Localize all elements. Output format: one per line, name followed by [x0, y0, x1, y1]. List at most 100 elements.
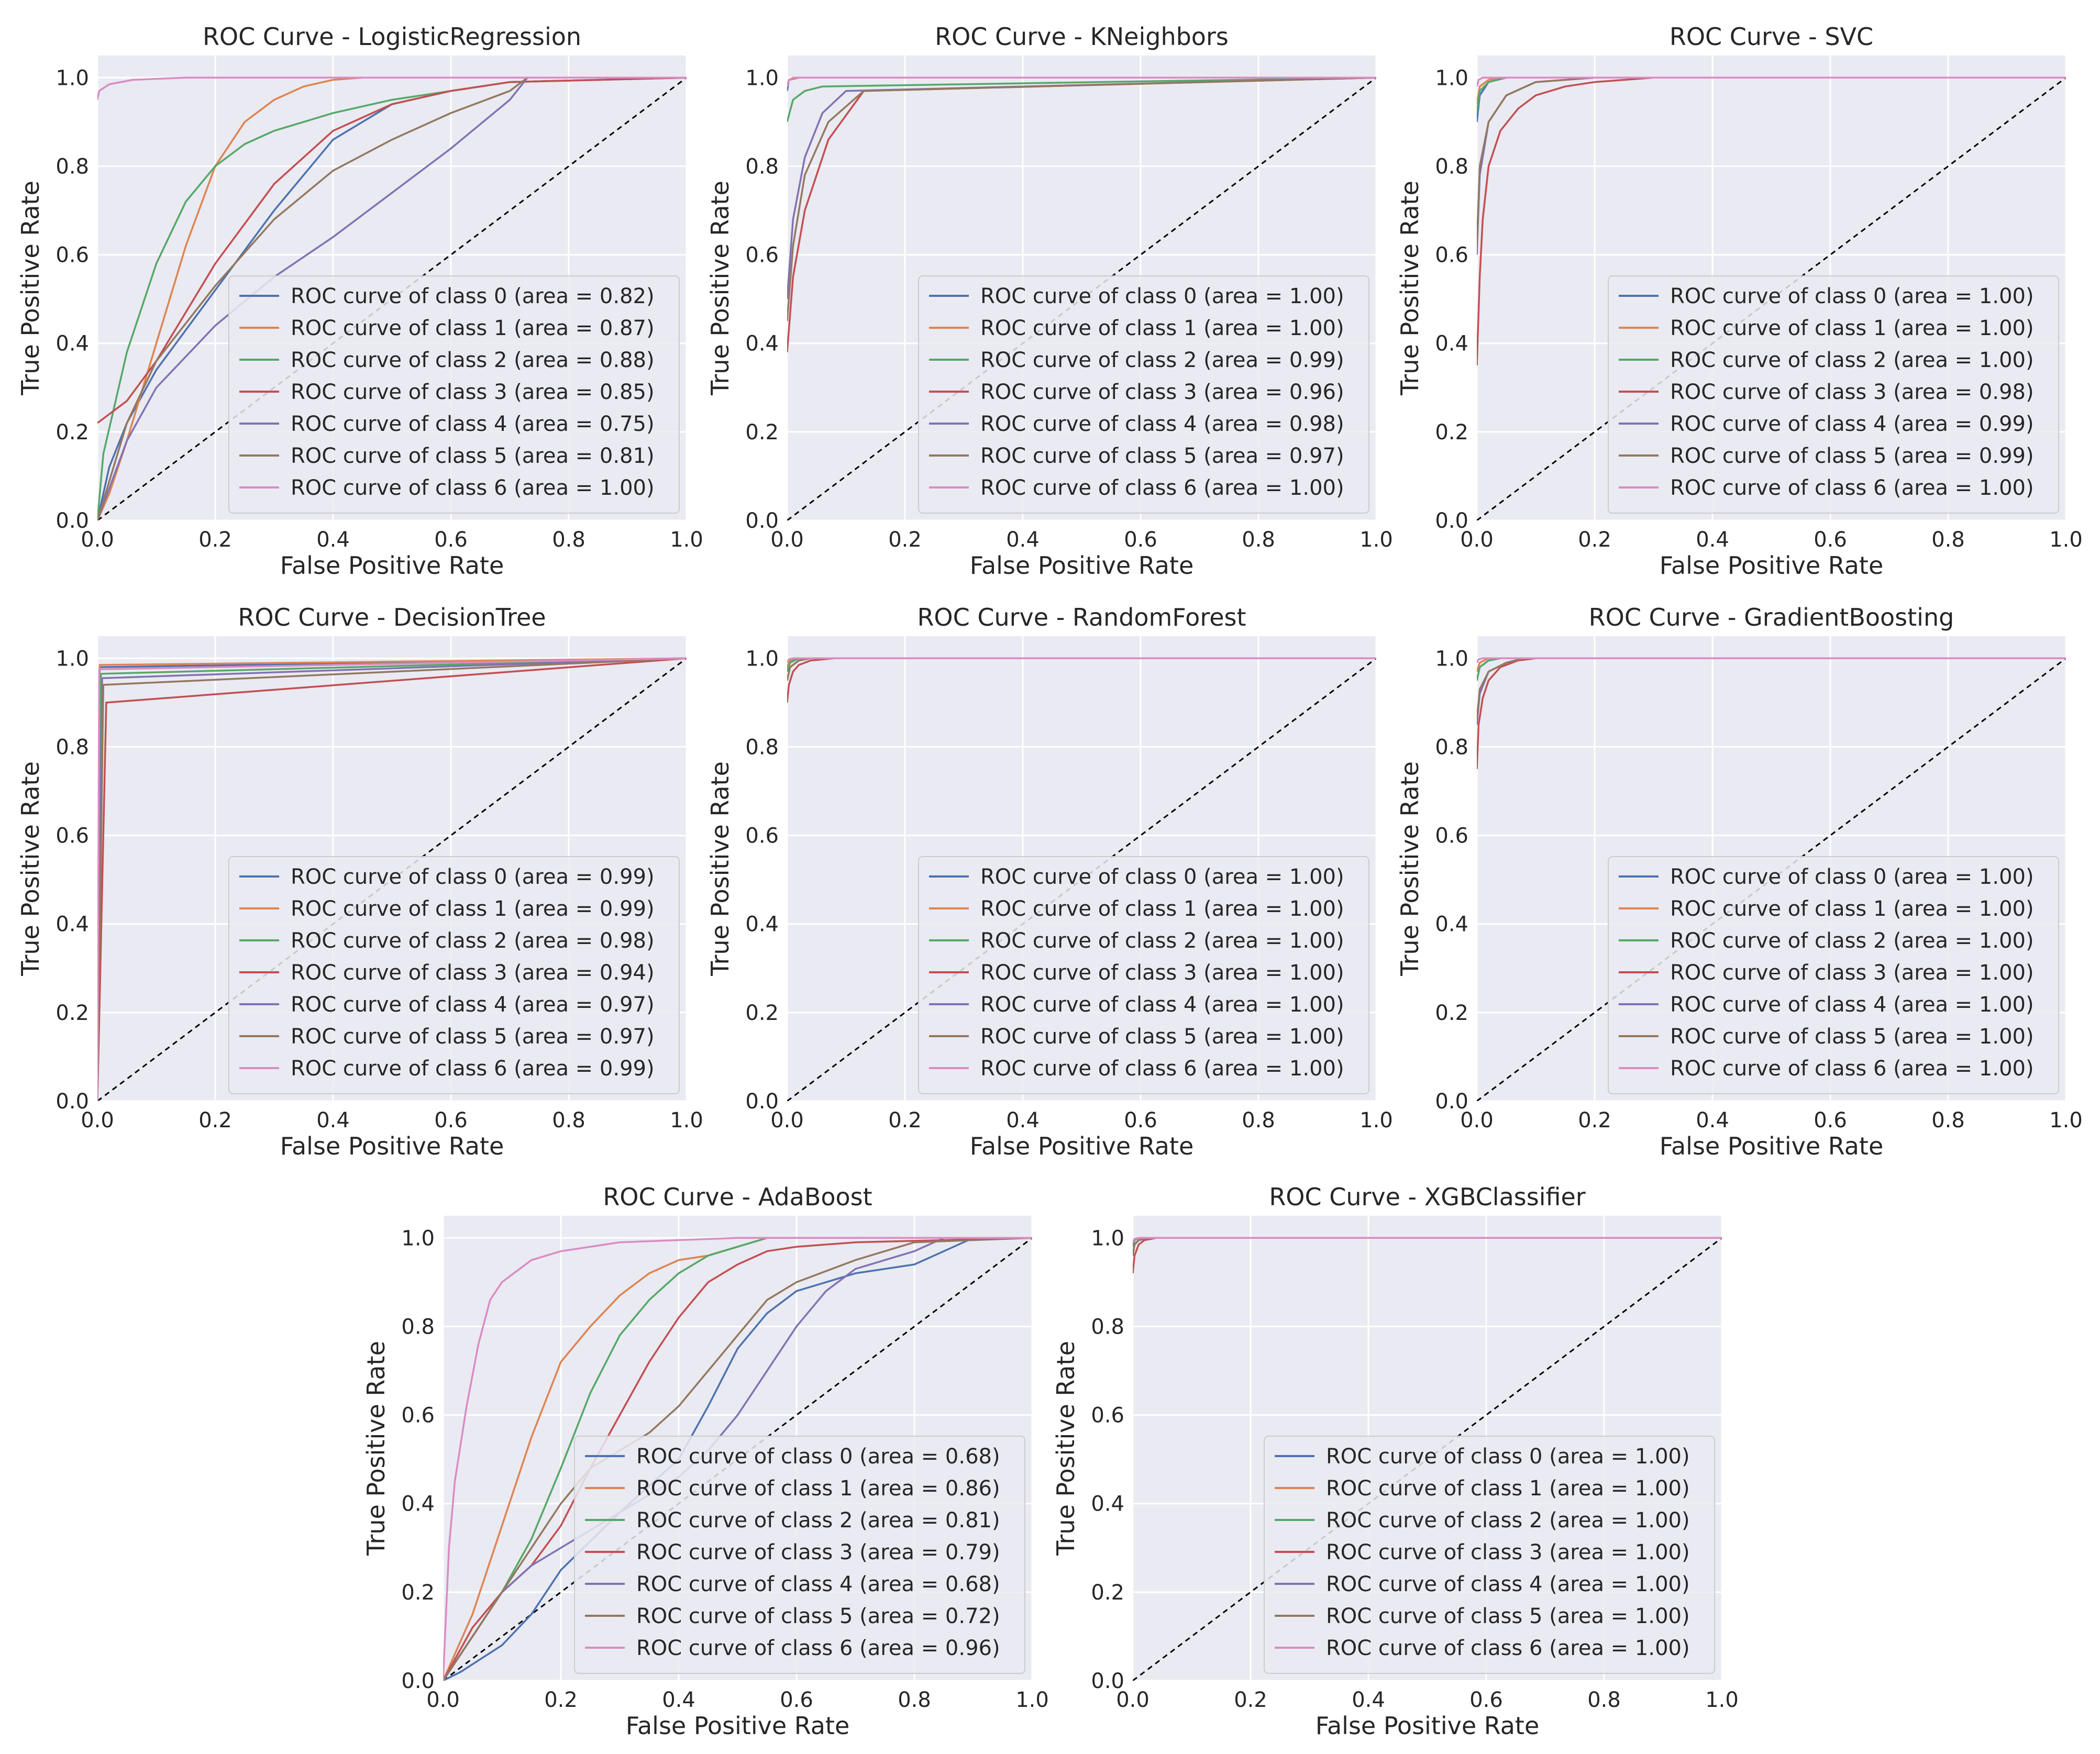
- y-tick-label: 0.8: [745, 154, 779, 179]
- x-tick-label: 0.8: [1931, 1108, 1965, 1133]
- legend-entry: ROC curve of class 5 (area = 1.00): [1326, 1604, 1690, 1628]
- legend-entry: ROC curve of class 1 (area = 0.86): [636, 1477, 1000, 1501]
- x-tick-label: 0.4: [316, 528, 350, 552]
- x-tick-label: 1.0: [1360, 1108, 1393, 1133]
- x-tick-label: 1.0: [670, 528, 703, 552]
- chart-5: 0.0 0.2 0.4 0.6 0.8 1.0 0.0 0.2 0.4 0.6 0.8 1.0 ROC …: [1396, 603, 2083, 1160]
- x-tick-label: 0.0: [1460, 528, 1494, 552]
- legend-entry: ROC curve of class 6 (area = 0.96): [636, 1636, 1000, 1660]
- x-tick-label: 0.4: [1006, 528, 1040, 552]
- y-tick-label: 0.2: [56, 420, 89, 445]
- x-tick-label: 0.2: [1578, 1108, 1611, 1133]
- x-tick-label: 0.8: [1931, 528, 1965, 552]
- chart-4: 0.0 0.2 0.4 0.6 0.8 1.0 0.0 0.2 0.4 0.6 0.8 1.0 ROC …: [706, 603, 1393, 1160]
- legend-entry: ROC curve of class 4 (area = 1.00): [980, 993, 1344, 1017]
- x-tick-label: 0.4: [1352, 1688, 1385, 1712]
- legend-entry: ROC curve of class 2 (area = 0.81): [636, 1508, 1000, 1533]
- legend-entry: ROC curve of class 1 (area = 1.00): [980, 897, 1344, 921]
- x-tick-label: 0.4: [662, 1688, 695, 1712]
- x-tick-label: 0.0: [81, 1108, 114, 1133]
- y-tick-label: 0.6: [401, 1404, 435, 1428]
- legend-entry: ROC curve of class 4 (area = 0.97): [291, 993, 655, 1017]
- x-tick-label: 1.0: [1705, 1688, 1739, 1712]
- legend-entry: ROC curve of class 2 (area = 0.88): [291, 348, 655, 372]
- legend-entry: ROC curve of class 6 (area = 1.00): [1670, 476, 2034, 500]
- y-tick-label: 0.8: [1435, 154, 1468, 179]
- y-tick-label: 0.2: [745, 1001, 779, 1025]
- x-tick-label: 1.0: [1360, 528, 1393, 552]
- legend-entry: ROC curve of class 6 (area = 1.00): [1670, 1057, 2034, 1081]
- roc-series-line: [97, 657, 687, 1101]
- x-tick-label: 0.6: [1469, 1688, 1503, 1712]
- x-tick-label: 1.0: [670, 1108, 703, 1133]
- y-tick-label: 0.4: [401, 1492, 435, 1516]
- legend-entry: ROC curve of class 3 (area = 0.98): [1670, 380, 2034, 404]
- legend-entry: ROC curve of class 2 (area = 1.00): [1670, 929, 2034, 953]
- roc-series-line: [1133, 1237, 1722, 1243]
- x-tick-label: 0.4: [1696, 1108, 1729, 1133]
- chart-2: 0.0 0.2 0.4 0.6 0.8 1.0 0.0 0.2 0.4 0.6 0.8 1.0 ROC …: [1396, 23, 2083, 580]
- legend-entry: ROC curve of class 0 (area = 0.82): [291, 284, 655, 308]
- x-axis-label: False Positive Rate: [280, 1132, 504, 1160]
- roc-series-line: [1477, 657, 2066, 663]
- x-axis-label: False Positive Rate: [280, 551, 504, 580]
- legend-entry: ROC curve of class 1 (area = 1.00): [1326, 1477, 1690, 1501]
- x-tick-label: 0.8: [552, 1108, 585, 1133]
- x-tick-label: 1.0: [2049, 1108, 2083, 1133]
- legend-entry: ROC curve of class 3 (area = 1.00): [980, 961, 1344, 985]
- chart-3: 0.0 0.2 0.4 0.6 0.8 1.0 0.0 0.2 0.4 0.6 0.8 1.0 ROC …: [16, 603, 703, 1160]
- y-tick-label: 1.0: [1435, 66, 1468, 90]
- y-tick-label: 0.8: [56, 735, 89, 759]
- y-tick-label: 1.0: [401, 1226, 435, 1250]
- x-tick-label: 0.8: [1242, 1108, 1275, 1133]
- legend-entry: ROC curve of class 4 (area = 1.00): [1326, 1572, 1690, 1596]
- y-axis-label: True Positive Rate: [16, 761, 45, 976]
- legend-entry: ROC curve of class 0 (area = 1.00): [980, 284, 1344, 308]
- roc-series-line: [443, 1237, 1032, 1681]
- x-axis-label: False Positive Rate: [1660, 1132, 1884, 1160]
- legend-box: [1608, 856, 2059, 1094]
- chart-6: 0.0 0.2 0.4 0.6 0.8 1.0 0.0 0.2 0.4 0.6 0.8 1.0 ROC …: [362, 1183, 1049, 1740]
- legend-box: [574, 1436, 1025, 1674]
- x-tick-label: 1.0: [2049, 528, 2083, 552]
- roc-series-line: [443, 1237, 1032, 1681]
- chart-title: ROC Curve - LogisticRegression: [203, 23, 581, 51]
- y-tick-label: 0.2: [1435, 1001, 1468, 1025]
- legend-entry: ROC curve of class 4 (area = 0.68): [636, 1572, 1000, 1596]
- x-tick-label: 0.2: [1578, 528, 1611, 552]
- roc-series-line: [97, 76, 687, 520]
- legend-entry: ROC curve of class 4 (area = 1.00): [1670, 993, 2034, 1017]
- y-axis-label: True Positive Rate: [16, 181, 45, 396]
- x-tick-label: 0.2: [1234, 1688, 1267, 1712]
- y-tick-label: 0.6: [745, 824, 779, 848]
- legend-entry: ROC curve of class 5 (area = 1.00): [980, 1025, 1344, 1049]
- y-tick-label: 1.0: [745, 647, 779, 671]
- legend-entry: ROC curve of class 3 (area = 1.00): [1670, 961, 2034, 985]
- x-tick-label: 0.4: [1696, 528, 1729, 552]
- legend-box: [918, 856, 1369, 1094]
- legend-entry: ROC curve of class 0 (area = 1.00): [1326, 1445, 1690, 1469]
- x-tick-label: 0.2: [544, 1688, 578, 1712]
- legend-entry: ROC curve of class 1 (area = 1.00): [980, 316, 1344, 340]
- x-tick-label: 0.6: [780, 1688, 813, 1712]
- roc-series-line: [787, 76, 1376, 87]
- x-tick-label: 0.6: [1814, 1108, 1847, 1133]
- x-tick-label: 0.0: [770, 1108, 804, 1133]
- y-tick-label: 1.0: [1435, 647, 1468, 671]
- y-tick-label: 0.0: [1435, 1090, 1468, 1114]
- y-tick-label: 0.2: [1435, 420, 1468, 445]
- legend-entry: ROC curve of class 2 (area = 0.98): [291, 929, 655, 953]
- x-tick-label: 0.0: [81, 528, 114, 552]
- x-tick-label: 0.8: [898, 1688, 931, 1712]
- legend-entry: ROC curve of class 5 (area = 0.97): [980, 444, 1344, 468]
- y-tick-label: 0.2: [401, 1581, 435, 1605]
- x-tick-label: 0.8: [1242, 528, 1275, 552]
- legend-entry: ROC curve of class 6 (area = 1.00): [980, 476, 1344, 500]
- x-tick-label: 0.6: [1124, 1108, 1157, 1133]
- y-tick-label: 0.6: [1091, 1404, 1124, 1428]
- x-axis-label: False Positive Rate: [970, 551, 1194, 580]
- x-tick-label: 0.0: [770, 528, 804, 552]
- legend-entry: ROC curve of class 6 (area = 1.00): [980, 1057, 1344, 1081]
- legend-entry: ROC curve of class 2 (area = 0.99): [980, 348, 1344, 372]
- legend-entry: ROC curve of class 3 (area = 0.96): [980, 380, 1344, 404]
